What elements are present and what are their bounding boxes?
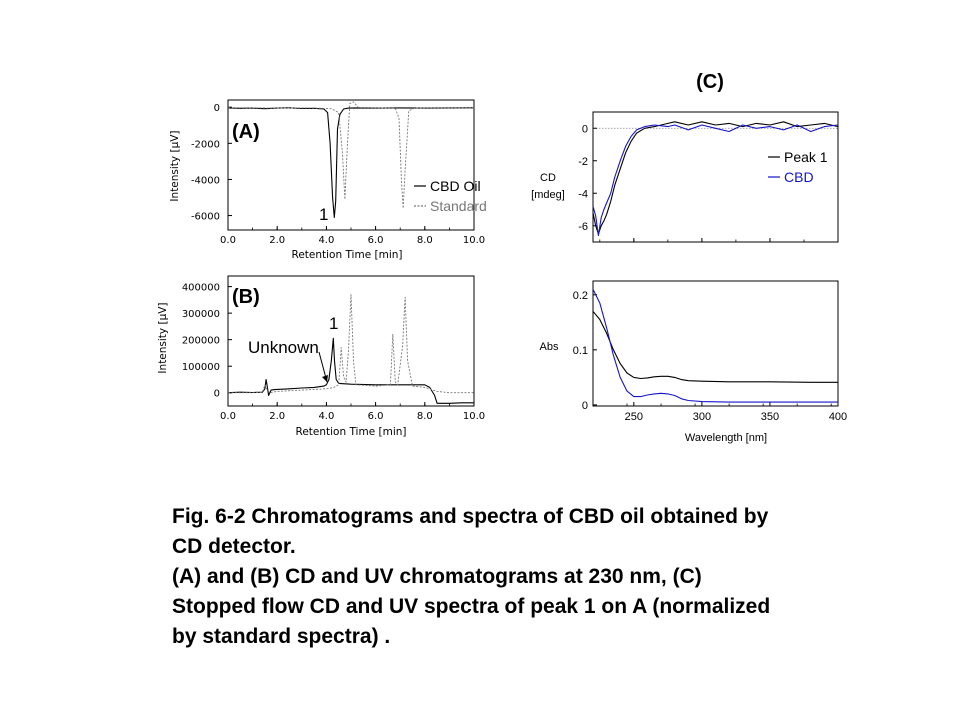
y-tick-label: 0 bbox=[214, 389, 220, 400]
panel-label: (B) bbox=[232, 286, 260, 308]
x-tick-label: 0.0 bbox=[220, 411, 236, 422]
y-tick-label: 0.1 bbox=[573, 345, 588, 357]
caption-line-1: Fig. 6-2 Chromatograms and spectra of CB… bbox=[172, 505, 769, 528]
legend-entry: Standard bbox=[430, 198, 487, 214]
legend-entry: CBD bbox=[784, 169, 814, 185]
unknown-peak-label: Unknown bbox=[248, 338, 319, 357]
peak-label: 1 bbox=[329, 314, 338, 333]
y-tick-label: 0.2 bbox=[573, 290, 588, 302]
y-tick-label: -2 bbox=[578, 156, 588, 168]
y-axis-label: Intensity [µV] bbox=[169, 130, 181, 201]
chart-b: 0 100000 200000 300000 400000 0.0 2.0 4.0 6.0 8.0… bbox=[157, 275, 485, 438]
series-line-standard bbox=[227, 101, 474, 209]
y-tick-label: 0 bbox=[582, 400, 588, 412]
series-line-cbd-oil bbox=[227, 337, 474, 404]
x-tick-label: 6.0 bbox=[368, 411, 384, 422]
series-line-cbd bbox=[592, 289, 838, 403]
x-tick-label: 10.0 bbox=[463, 235, 485, 246]
y-tick-label: -4000 bbox=[191, 175, 220, 186]
x-tick-label: 250 bbox=[625, 411, 643, 423]
x-tick-label: 8.0 bbox=[417, 235, 433, 246]
x-tick-label: 300 bbox=[693, 411, 711, 423]
y-tick-label: 0 bbox=[214, 103, 220, 114]
plot-frame bbox=[592, 280, 839, 407]
chart-c-cd: 0 -2 -4 -6 CD [mdeg] (C) Peak 1 CBD bbox=[531, 71, 839, 243]
chart-c-uv: 0 0.1 0.2 250 300 350 400 Wavelength [nm] Abs bbox=[540, 280, 847, 444]
x-tick-label: 0.0 bbox=[220, 235, 236, 246]
x-axis-label: Retention Time [min] bbox=[296, 426, 407, 438]
caption-line-4: Stopped flow CD and UV spectra of peak 1… bbox=[172, 595, 771, 618]
legend-entry: Peak 1 bbox=[784, 149, 828, 165]
y-tick-label: -6 bbox=[578, 221, 588, 233]
y-tick-label: -4 bbox=[578, 188, 588, 200]
x-tick-label: 8.0 bbox=[417, 411, 433, 422]
x-tick-label: 350 bbox=[761, 411, 779, 423]
series-line-peak-1 bbox=[592, 121, 839, 235]
caption-line-5: by standard spectra) . bbox=[172, 625, 391, 648]
series-line-standard bbox=[228, 294, 474, 394]
y-axis-label: Intensity [µV] bbox=[157, 302, 169, 373]
caption-line-2: CD detector. bbox=[172, 535, 296, 558]
series-line-cbd bbox=[592, 124, 839, 237]
x-tick-label: 400 bbox=[829, 411, 847, 423]
y-tick-label: 400000 bbox=[182, 283, 220, 294]
plot-frame bbox=[592, 111, 839, 243]
y-axis-label: Abs bbox=[540, 341, 559, 353]
y-tick-label: -6000 bbox=[191, 212, 220, 223]
x-tick-label: 10.0 bbox=[463, 411, 485, 422]
x-tick-label: 4.0 bbox=[318, 235, 334, 246]
x-tick-label: 2.0 bbox=[269, 411, 285, 422]
y-tick-label: 200000 bbox=[182, 336, 220, 347]
y-axis-label-part: CD bbox=[540, 172, 556, 184]
caption-line-3: (A) and (B) CD and UV chromatograms at 2… bbox=[172, 565, 702, 588]
y-tick-label: -2000 bbox=[191, 139, 220, 150]
series-line-peak-1 bbox=[592, 310, 838, 383]
x-tick-label: 6.0 bbox=[368, 235, 384, 246]
peak-label: 1 bbox=[319, 205, 328, 224]
annotation-arrowhead bbox=[322, 375, 328, 382]
panel-label: (C) bbox=[696, 71, 724, 93]
panel-label: (A) bbox=[232, 121, 260, 143]
legend-entry: CBD Oil bbox=[430, 178, 481, 194]
y-axis-label-part: [mdeg] bbox=[531, 189, 565, 201]
x-axis-label: Wavelength [nm] bbox=[685, 432, 767, 444]
x-tick-label: 4.0 bbox=[318, 411, 334, 422]
x-tick-label: 2.0 bbox=[269, 235, 285, 246]
y-tick-label: 100000 bbox=[182, 362, 220, 373]
y-tick-label: 0 bbox=[582, 123, 588, 135]
x-axis-label: Retention Time [min] bbox=[292, 249, 403, 261]
chart-a: 0 -2000 -4000 -6000 0.0 2.0 4.0 6.0 8.0 10.0 Reten… bbox=[169, 99, 487, 261]
y-tick-label: 300000 bbox=[182, 309, 220, 320]
figure-caption: Fig. 6-2 Chromatograms and spectra of CB… bbox=[172, 502, 932, 652]
